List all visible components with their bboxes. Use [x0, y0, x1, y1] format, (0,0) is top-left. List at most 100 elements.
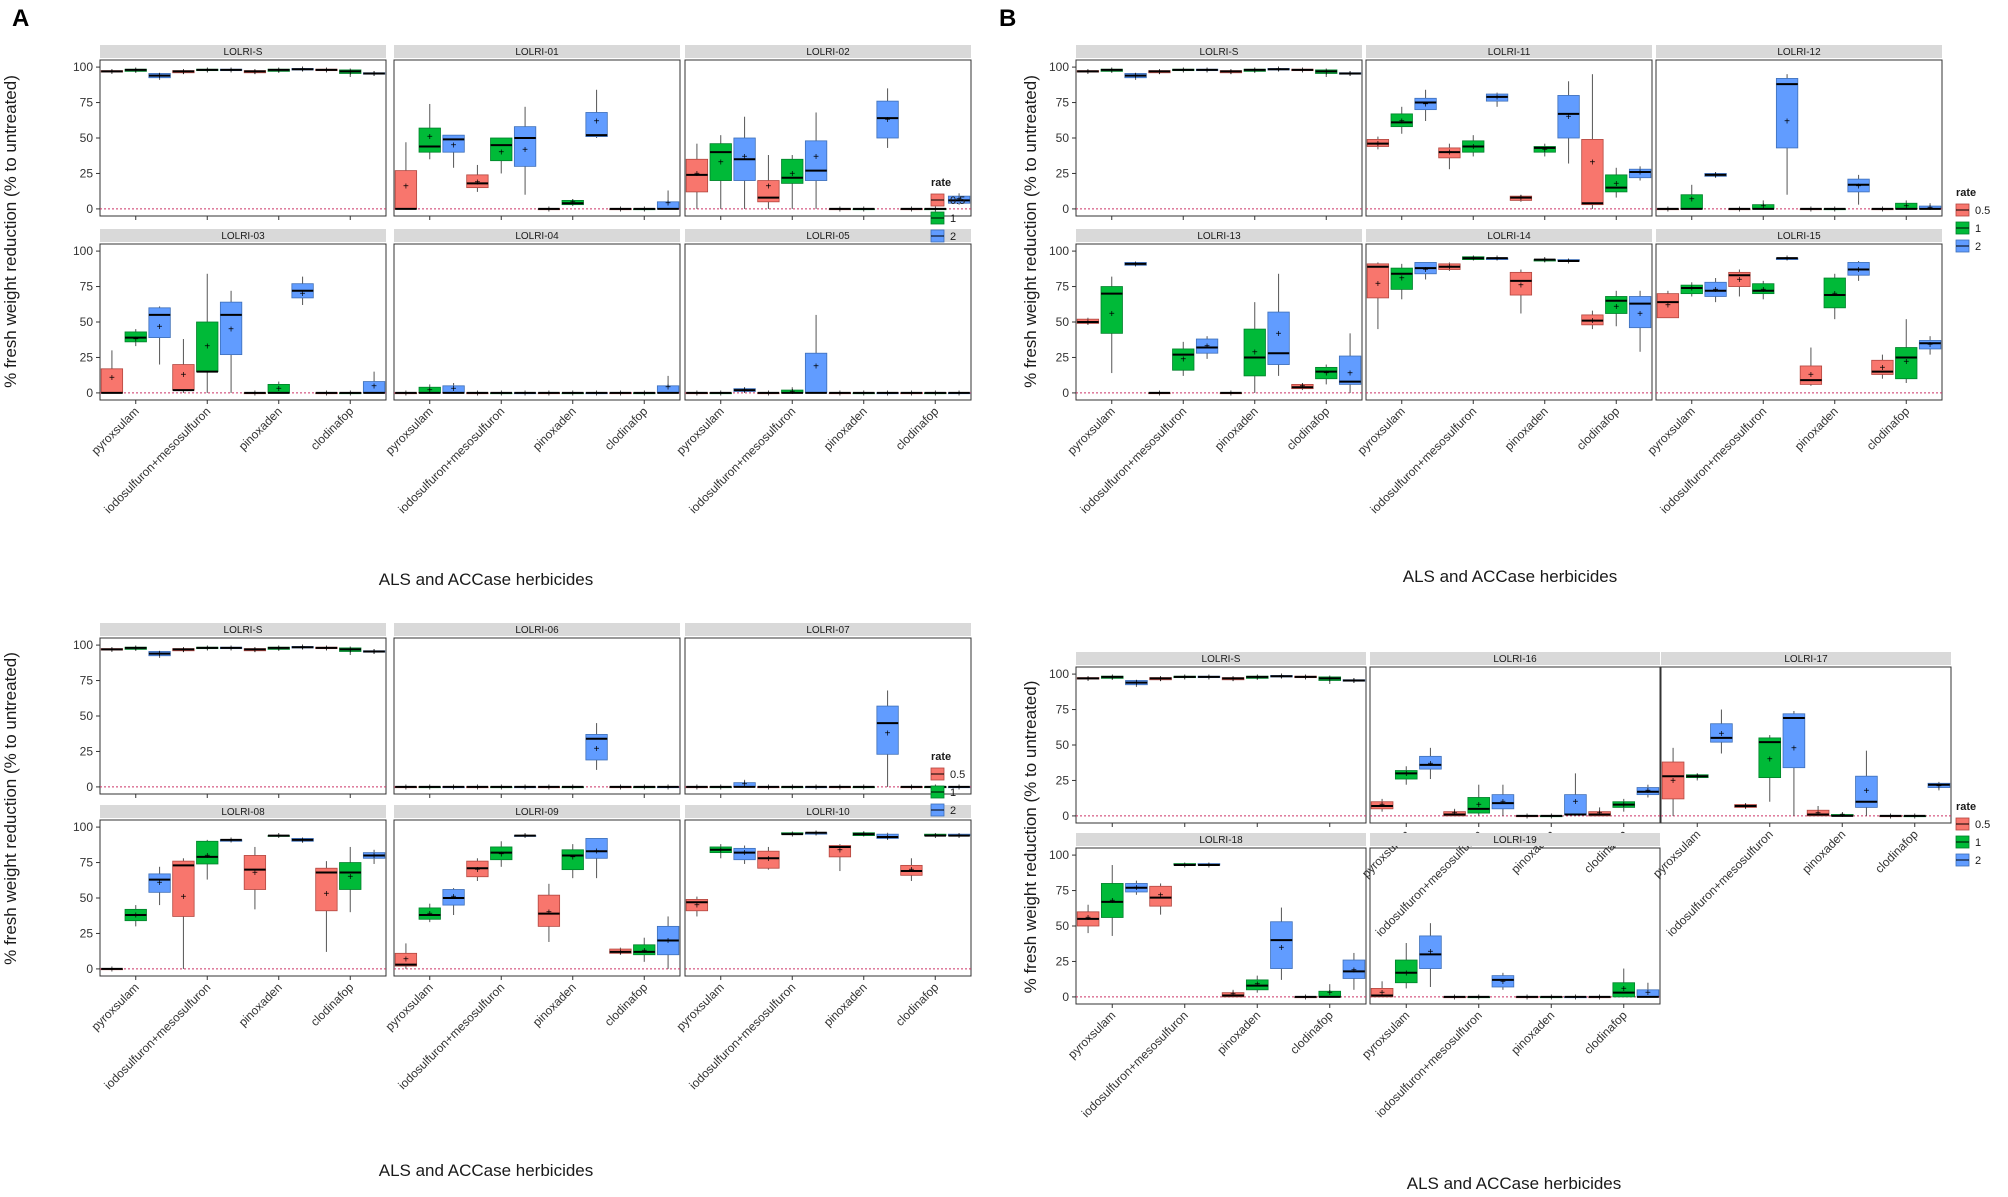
mean-marker: +	[885, 115, 891, 126]
mean-marker: +	[204, 65, 210, 76]
mean-marker: +	[1689, 283, 1695, 294]
facet-title: LOLRI-07	[806, 625, 850, 636]
box-rate-0_5: +	[537, 388, 561, 399]
box-rate-2: +	[362, 69, 386, 80]
mean-marker: +	[109, 645, 115, 656]
box-rate-1: +	[1462, 135, 1485, 157]
mean-marker: +	[885, 833, 891, 844]
mean-marker: +	[300, 289, 306, 300]
box-iqr	[1628, 168, 1652, 179]
mean-marker: +	[157, 649, 163, 660]
box-rate-2: +	[442, 782, 465, 793]
facet-lolri-08: LOLRI-080255075100pyroxsulam+++iodosulfu…	[73, 805, 387, 1092]
mean-marker: +	[765, 388, 771, 399]
box-rate-1: +	[1390, 263, 1413, 300]
box-rate-1: +	[1830, 810, 1854, 821]
y-axis-title: % fresh weight reduction (% to untreated…	[1021, 75, 1040, 388]
box-rate-2: +	[1195, 65, 1219, 76]
box-rate-2: +	[442, 134, 465, 168]
box-rate-2: +	[148, 71, 171, 82]
box-rate-0_5: +	[100, 964, 124, 975]
box-rate-0_5: +	[1370, 798, 1394, 812]
box-rate-2: +	[362, 371, 386, 394]
box-rate-1: +	[561, 388, 584, 399]
box-rate-0_5: +	[1076, 904, 1100, 934]
y-tick-label: 50	[80, 131, 94, 145]
y-tick-label: 50	[1056, 131, 1070, 145]
box-iqr	[1775, 78, 1799, 149]
mean-marker: +	[1879, 204, 1885, 215]
y-tick-label: 50	[80, 709, 94, 723]
x-axis-title: ALS and ACCase herbicides	[1407, 1174, 1622, 1193]
box-rate-0_5: +	[466, 858, 489, 881]
facet-lolri-s: LOLRI-S 0 25 50 75 100 + + + + + + + + + + + +	[1049, 652, 1367, 827]
box-iqr	[1267, 311, 1290, 365]
box-rate-1: +	[196, 839, 219, 880]
box-iqr	[339, 862, 362, 890]
y-tick-label: 75	[1056, 884, 1070, 898]
box-rate-2: +	[1267, 65, 1290, 76]
mean-marker: +	[837, 388, 843, 399]
facet-lolri-03: LOLRI-030255075100pyroxsulam+++iodosulfu…	[73, 229, 387, 516]
mean-marker: +	[570, 388, 576, 399]
box-rate-0_5: +	[172, 858, 195, 969]
mean-marker: +	[109, 373, 115, 384]
mean-marker: +	[1572, 992, 1578, 1003]
box-rate-1: +	[490, 137, 513, 174]
mean-marker: +	[1085, 913, 1091, 924]
box-rate-0_5: +	[1728, 204, 1751, 215]
legend-label: 0.5	[950, 769, 965, 781]
mean-marker: +	[1109, 896, 1115, 907]
mean-marker: +	[522, 831, 528, 842]
box-rate-1: +	[924, 204, 947, 215]
mean-marker: +	[546, 782, 552, 793]
box-rate-0_5: +	[1656, 204, 1680, 215]
y-tick-label: 100	[73, 244, 93, 258]
box-rate-2: +	[148, 306, 171, 365]
box-rate-1: +	[1533, 143, 1556, 157]
mean-marker: +	[371, 69, 377, 80]
x-axis-title: ALS and ACCase herbicides	[1403, 567, 1618, 586]
box-iqr	[876, 705, 899, 755]
mean-marker: +	[1452, 992, 1458, 1003]
box-rate-0_5: +	[100, 67, 124, 78]
box-rate-0_5: +	[757, 388, 780, 399]
box-iqr	[757, 180, 780, 203]
mean-marker: +	[570, 852, 576, 863]
facet-strip	[1366, 229, 1652, 242]
mean-marker: +	[1589, 158, 1595, 169]
mean-marker: +	[228, 65, 234, 76]
mean-marker: +	[157, 878, 163, 889]
box-rate-1: +	[1100, 66, 1123, 77]
box-rate-2: +	[1636, 784, 1660, 798]
x-tick-label: clodinafop	[1287, 1008, 1336, 1057]
box-rate-0_5: +	[1581, 310, 1604, 330]
mean-marker: +	[1351, 965, 1357, 976]
facet-lolri-09: LOLRI-09pyroxsulam+++iodosulfuron+mesosu…	[383, 805, 681, 1092]
mean-marker: +	[1327, 988, 1333, 999]
box-rate-1: +	[267, 643, 290, 654]
box-rate-1: +	[1903, 811, 1927, 822]
box-rate-2: +	[291, 65, 314, 76]
mean-marker: +	[1808, 204, 1814, 215]
panel-frame	[393, 819, 681, 977]
mean-marker: +	[1182, 672, 1188, 683]
box-rate-2: +	[656, 190, 680, 210]
box-rate-1: +	[490, 782, 513, 793]
panel-frame	[1365, 59, 1653, 217]
box-rate-1: +	[852, 782, 875, 793]
box-iqr	[490, 137, 513, 162]
mean-marker: +	[1518, 193, 1524, 204]
box-rate-2: +	[148, 649, 171, 660]
figure-label: B	[999, 5, 1016, 32]
box-iqr	[1581, 139, 1604, 206]
box-rate-0_5: +	[900, 204, 923, 215]
mean-marker: +	[403, 388, 409, 399]
mean-marker: +	[1760, 202, 1766, 213]
box-rate-0_5: +	[172, 67, 195, 78]
box-rate-2: +	[1491, 784, 1515, 816]
box-iqr	[1855, 775, 1878, 808]
mean-marker: +	[133, 66, 139, 77]
box-rate-1: +	[267, 831, 290, 842]
legend-title: rate	[1956, 187, 1976, 199]
